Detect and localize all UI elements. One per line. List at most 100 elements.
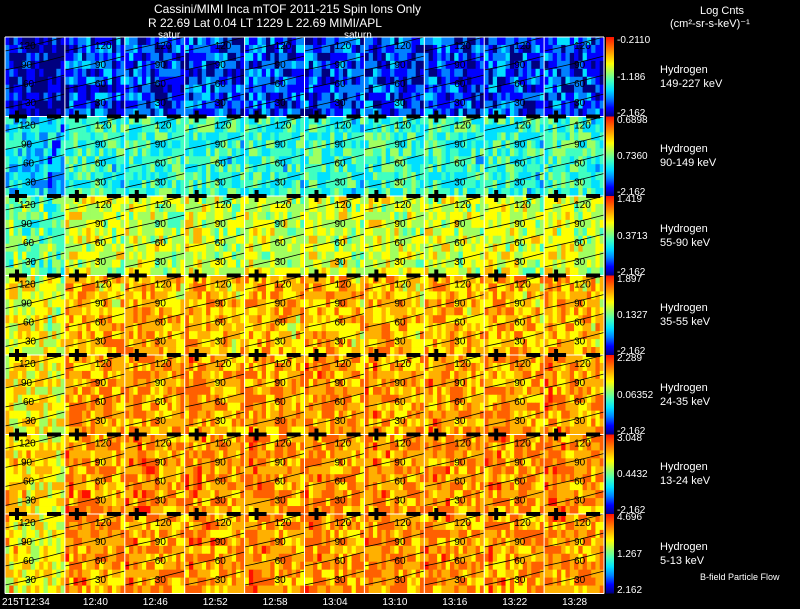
contour-label: 90 (394, 60, 406, 71)
time-tick-label: 12:58 (262, 597, 288, 608)
contour-label: 120 (155, 200, 172, 211)
contour-label: 60 (574, 159, 586, 170)
contour-label: 30 (275, 337, 287, 348)
contour-label: 30 (335, 416, 347, 427)
contour-label: 120 (155, 280, 172, 291)
contour-label: 120 (335, 200, 352, 211)
colorbar-unit-title: Log Cnts (700, 5, 745, 17)
contour-label: 60 (95, 238, 107, 249)
contour-label: 30 (454, 257, 466, 268)
contour-label: 30 (275, 496, 287, 507)
row-label: Hydrogen 55-90 keV (660, 222, 710, 250)
contour-label: 120 (95, 439, 112, 450)
contour-label: 90 (275, 219, 287, 230)
colorbar (606, 434, 614, 514)
contour-label: 120 (155, 439, 172, 450)
contour-label: 60 (215, 556, 227, 567)
contour-label: 90 (21, 537, 33, 548)
strip-label: saturn (344, 30, 372, 41)
contour-label: 120 (394, 200, 411, 211)
contour-label: 120 (335, 121, 352, 132)
contour-label: 120 (19, 121, 36, 132)
contour-label: 60 (275, 477, 287, 488)
contour-label: 30 (95, 257, 107, 268)
contour-label: 120 (215, 280, 232, 291)
contour-label: 60 (574, 397, 586, 408)
contour-label: 120 (514, 121, 531, 132)
contour-label: 30 (514, 98, 526, 109)
contour-label: 60 (275, 556, 287, 567)
contour-label: 60 (454, 556, 466, 567)
colorbar-mid-label: 0.3713 (617, 230, 648, 242)
contour-label: 120 (215, 200, 232, 211)
contour-label: 120 (19, 359, 36, 370)
contour-label: 90 (95, 219, 107, 230)
energy-row-heatmap (5, 275, 605, 356)
contour-label: 30 (25, 496, 37, 507)
contour-label: 90 (574, 140, 586, 151)
contour-label: 30 (335, 575, 347, 586)
contour-label: 90 (275, 299, 287, 310)
contour-label: 90 (95, 299, 107, 310)
contour-label: 30 (95, 496, 107, 507)
contour-label: 90 (155, 458, 167, 469)
contour-label: 90 (215, 219, 227, 230)
contour-label: 60 (23, 556, 35, 567)
contour-label: 60 (574, 477, 586, 488)
contour-label: 90 (574, 458, 586, 469)
time-tick-label: 13:28 (562, 597, 588, 608)
contour-label: 60 (454, 159, 466, 170)
contour-label: 30 (574, 337, 586, 348)
contour-label: 90 (514, 458, 526, 469)
contour-label: 30 (335, 178, 347, 189)
contour-label: 60 (514, 556, 526, 567)
contour-label: 90 (21, 60, 33, 71)
contour-label: 30 (394, 337, 406, 348)
contour-label: 30 (335, 98, 347, 109)
contour-label: 120 (454, 41, 471, 52)
contour-label: 120 (155, 121, 172, 132)
contour-label: 60 (394, 238, 406, 249)
contour-label: 60 (335, 556, 347, 567)
row-energy: 13-24 keV (660, 475, 711, 488)
contour-label: 60 (95, 556, 107, 567)
contour-label: 60 (514, 397, 526, 408)
contour-label: 60 (454, 477, 466, 488)
row-label: Hydrogen 24-35 keV (660, 381, 710, 409)
contour-label: 60 (335, 397, 347, 408)
contour-label: 30 (275, 257, 287, 268)
contour-label: 90 (454, 458, 466, 469)
contour-label: 60 (394, 159, 406, 170)
contour-label: 60 (335, 79, 347, 90)
colorbar-mid-label: 1.267 (617, 548, 643, 560)
contour-label: 90 (514, 299, 526, 310)
contour-label: 90 (21, 140, 33, 151)
contour-label: 60 (335, 318, 347, 329)
contour-label: 90 (21, 299, 33, 310)
contour-label: 60 (275, 159, 287, 170)
contour-label: 30 (394, 416, 406, 427)
time-tick-label: 12:46 (142, 597, 168, 608)
contour-label: 120 (514, 439, 531, 450)
contour-label: 30 (394, 178, 406, 189)
contour-label: 120 (514, 200, 531, 211)
contour-label: 60 (335, 477, 347, 488)
contour-label: 120 (215, 121, 232, 132)
contour-label: 90 (215, 140, 227, 151)
contour-label: 30 (275, 98, 287, 109)
time-tick-label: 13:10 (382, 597, 408, 608)
contour-label: 30 (155, 257, 167, 268)
contour-label: 30 (394, 496, 406, 507)
contour-label: 30 (514, 496, 526, 507)
colorbar (606, 514, 614, 594)
contour-label: 90 (155, 60, 167, 71)
colorbar-min-label: -2.162 (617, 425, 646, 437)
contour-label: 30 (335, 257, 347, 268)
contour-label: 30 (394, 575, 406, 586)
contour-label: 90 (155, 299, 167, 310)
contour-label: 30 (514, 178, 526, 189)
contour-label: 60 (335, 238, 347, 249)
contour-label: 90 (95, 140, 107, 151)
contour-label: 90 (514, 219, 526, 230)
row-energy: 5-13 keV (660, 554, 705, 567)
